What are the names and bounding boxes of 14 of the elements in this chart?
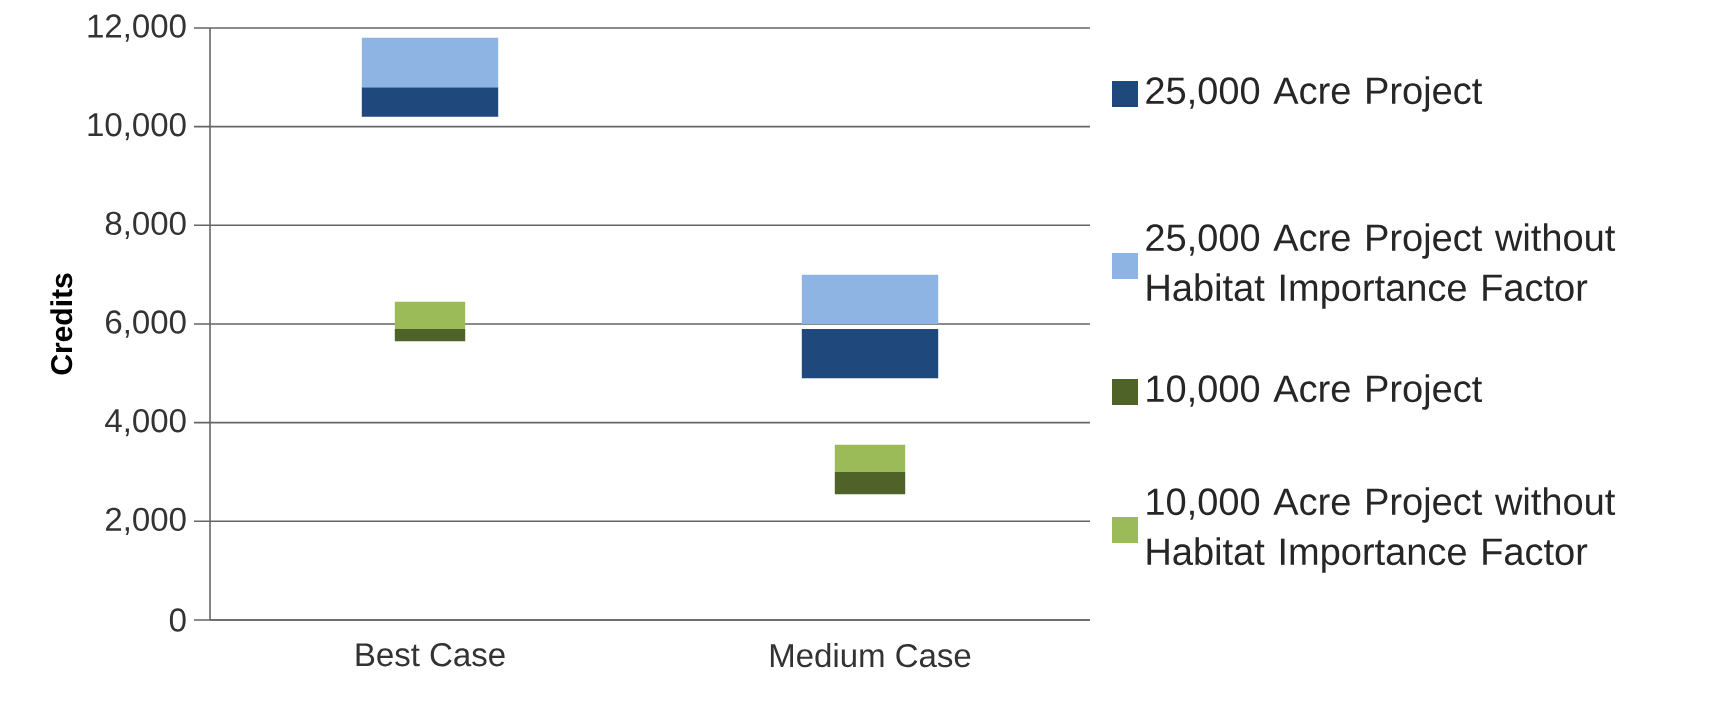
legend-label: 10,000 Acre Project xyxy=(1147,374,1483,410)
legend-label: 25,000 Acre Project without Habitat Importance Factor xyxy=(1146,223,1616,309)
x-tick-label: Best Case xyxy=(356,643,505,667)
y-tick-label: 6,000 xyxy=(106,310,186,338)
legend-label: 25,000 Acre Project xyxy=(1146,76,1483,112)
y-tick-label: 8,000 xyxy=(105,211,186,239)
y-axis-title: Credits xyxy=(50,273,73,375)
y-tick-label: 12,000 xyxy=(88,14,186,42)
y-tick-label: 0 xyxy=(169,608,186,632)
legend-label: 10,000 Acre Project without Habitat Importance Factor xyxy=(1147,487,1616,573)
x-tick-label: Medium Case xyxy=(770,643,971,668)
y-tick-label: 4,000 xyxy=(105,409,186,437)
y-tick-label: 2,000 xyxy=(106,507,186,535)
y-tick-label: 10,000 xyxy=(88,113,186,141)
